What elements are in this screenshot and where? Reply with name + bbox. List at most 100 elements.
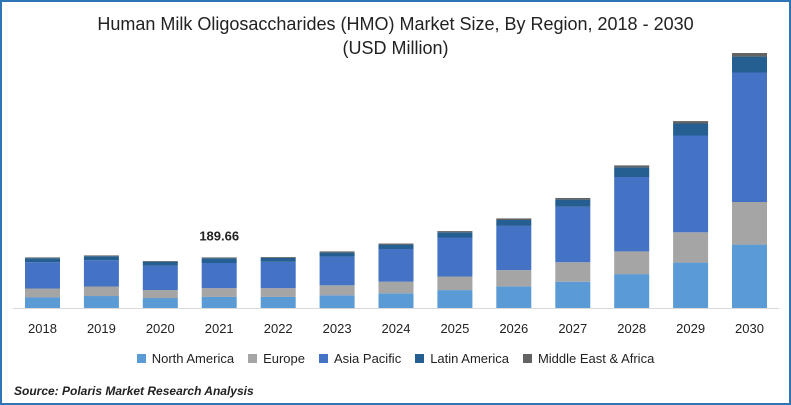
x-tick-label: 2029 <box>676 321 705 336</box>
x-tick-label: 2020 <box>146 321 175 336</box>
legend-swatch <box>248 354 258 363</box>
bar-segment-2022-north-america <box>260 296 296 308</box>
bar-segment-2023-latin-america <box>319 252 355 257</box>
legend-swatch <box>136 354 146 363</box>
bar-segment-2029-middle-east-africa <box>673 121 709 124</box>
legend-label: North America <box>151 351 235 366</box>
legend-item-north-america: North America <box>136 351 235 366</box>
source-note: Source: Polaris Market Research Analysis <box>14 384 254 398</box>
legend-label: Middle East & Africa <box>537 351 655 366</box>
bar-segment-2022-latin-america <box>260 257 296 262</box>
x-tick-label: 2025 <box>440 321 469 336</box>
x-tick-label: 2030 <box>735 321 764 336</box>
bar-segment-2024-europe <box>378 281 414 294</box>
chart-subtitle: (USD Million) <box>342 38 449 58</box>
bar-segment-2027-latin-america <box>555 199 591 207</box>
bar-segment-2024-latin-america <box>378 244 414 249</box>
bar-segment-2028-latin-america <box>614 167 650 177</box>
chart-title: Human Milk Oligosaccharides (HMO) Market… <box>97 14 694 34</box>
bar-segment-2030-middle-east-africa <box>732 53 767 57</box>
bar-segment-2028-europe <box>614 251 650 275</box>
bar-segment-2019-europe <box>83 286 119 297</box>
legend-swatch <box>522 354 532 363</box>
bar-segment-2029-north-america <box>673 262 709 308</box>
bar-segment-2020-asia-pacific <box>142 265 178 291</box>
bar-segment-2030-europe <box>732 202 767 245</box>
bar-segment-2022-asia-pacific <box>260 261 296 289</box>
bar-segment-2029-latin-america <box>673 123 709 136</box>
legend-swatch <box>415 354 425 363</box>
bar-segment-2019-latin-america <box>83 256 119 261</box>
bar-segment-2023-north-america <box>319 295 355 309</box>
legend-label: Asia Pacific <box>334 351 402 366</box>
bar-segment-2026-latin-america <box>496 219 532 226</box>
legend-item-latin-america: Latin America <box>415 351 509 366</box>
bar-segment-2020-latin-america <box>142 261 178 266</box>
bar-segment-2024-middle-east-africa <box>378 243 414 245</box>
x-tick-label: 2026 <box>499 321 528 336</box>
bar-segment-2025-asia-pacific <box>437 237 473 277</box>
legend-label: Latin America <box>430 351 509 366</box>
bar-segment-2019-north-america <box>83 296 119 308</box>
bar-segment-2022-europe <box>260 288 296 297</box>
x-tick-label: 2023 <box>323 321 352 336</box>
bar-segment-2025-middle-east-africa <box>437 231 473 233</box>
bar-segment-2027-north-america <box>555 281 591 308</box>
x-tick-label: 2027 <box>558 321 587 336</box>
x-tick-label: 2022 <box>264 321 293 336</box>
bar-segment-2027-middle-east-africa <box>555 198 591 200</box>
bar-segment-2025-latin-america <box>437 232 473 238</box>
bar-segment-2018-north-america <box>25 297 60 308</box>
legend-item-middle-east-africa: Middle East & Africa <box>522 351 655 366</box>
legend-label: Europe <box>263 351 305 366</box>
bar-segment-2028-north-america <box>614 274 650 308</box>
bar-segment-2018-latin-america <box>25 258 60 263</box>
data-label-2021: 189.66 <box>199 228 239 243</box>
bar-segment-2023-europe <box>319 285 355 296</box>
legend-item-asia-pacific: Asia Pacific <box>319 351 401 366</box>
bar-segment-2027-europe <box>555 262 591 282</box>
legend-item-europe: Europe <box>248 351 305 366</box>
bar-segment-2021-north-america <box>201 296 237 308</box>
bar-segment-2030-asia-pacific <box>732 72 767 202</box>
x-tick-label: 2024 <box>382 321 411 336</box>
bar-segment-2021-middle-east-africa <box>201 257 237 259</box>
x-tick-label: 2028 <box>617 321 646 336</box>
x-tick-label: 2018 <box>28 321 57 336</box>
bar-segment-2026-europe <box>496 270 532 287</box>
bar-segment-2030-north-america <box>732 244 767 308</box>
bar-segment-2030-latin-america <box>732 56 767 73</box>
chart-legend: North America Europe Asia Pacific Latin Ame… <box>2 351 789 366</box>
bar-segment-2028-asia-pacific <box>614 176 650 252</box>
bar-segment-2023-asia-pacific <box>319 256 355 286</box>
bar-segment-2018-asia-pacific <box>25 262 60 289</box>
x-tick-label: 2019 <box>87 321 116 336</box>
bar-segment-2020-europe <box>142 290 178 299</box>
bar-segment-2020-north-america <box>142 298 178 308</box>
bar-segment-2021-asia-pacific <box>201 263 237 289</box>
bar-segment-2024-north-america <box>378 293 414 308</box>
bar-segment-2023-middle-east-africa <box>319 251 355 253</box>
bar-segment-2024-asia-pacific <box>378 249 414 282</box>
bar-segment-2021-latin-america <box>201 258 237 263</box>
bar-segment-2026-north-america <box>496 286 532 308</box>
legend-swatch <box>319 354 328 363</box>
bar-segment-2018-middle-east-africa <box>25 257 60 259</box>
bar-segment-2029-europe <box>673 232 709 263</box>
bar-segment-2019-middle-east-africa <box>83 255 119 257</box>
bar-segment-2027-asia-pacific <box>555 206 591 263</box>
bar-segment-2025-europe <box>437 276 473 290</box>
bar-segment-2026-asia-pacific <box>496 225 532 271</box>
bar-segment-2028-middle-east-africa <box>614 165 650 168</box>
bar-segment-2025-north-america <box>437 290 473 308</box>
bar-segment-2019-asia-pacific <box>83 260 119 287</box>
x-tick-label: 2021 <box>205 321 234 336</box>
bar-segment-2022-middle-east-africa <box>260 257 296 258</box>
bar-segment-2029-asia-pacific <box>673 135 709 233</box>
bar-segment-2018-europe <box>25 288 60 298</box>
bar-segment-2021-europe <box>201 288 237 297</box>
bar-segment-2020-middle-east-africa <box>142 261 178 262</box>
bar-segment-2026-middle-east-africa <box>496 218 532 220</box>
